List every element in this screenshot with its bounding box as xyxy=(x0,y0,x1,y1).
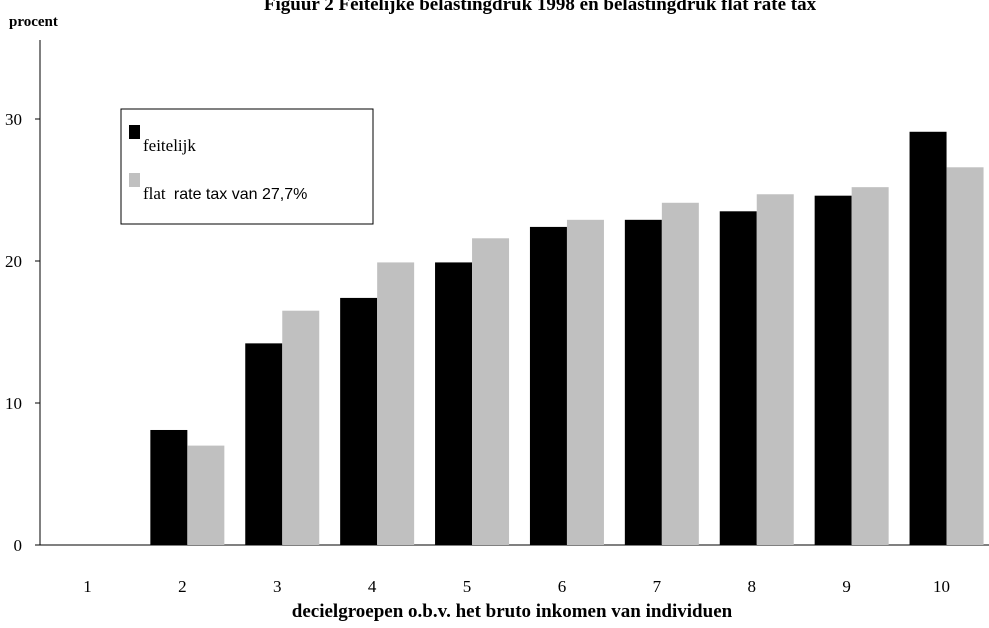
y-tick-label-0: 0 xyxy=(14,536,23,555)
x-tick-label-8: 8 xyxy=(748,577,757,596)
bar-flat-rate-tax-4 xyxy=(377,262,415,545)
x-tick-label-2: 2 xyxy=(178,577,187,596)
x-tick-label-5: 5 xyxy=(463,577,472,596)
legend-label-flat-rate-tax: flat rate tax van 27,7% xyxy=(143,184,307,203)
y-axis-label: procent xyxy=(9,14,58,30)
x-axis-ticks: 1 2 3 4 5 6 7 8 9 10 xyxy=(83,577,950,596)
legend-label-rate-tax: rate tax van 27,7% xyxy=(174,186,307,203)
x-tick-label-3: 3 xyxy=(273,577,282,596)
x-tick-label-10: 10 xyxy=(933,577,950,596)
bar-flat-rate-tax-7 xyxy=(661,202,699,545)
y-tick-label-20: 20 xyxy=(5,252,22,271)
bar-flat-rate-tax-9 xyxy=(851,187,889,545)
bar-feitelijk-10 xyxy=(909,131,947,545)
x-tick-label-7: 7 xyxy=(653,577,662,596)
x-tick-label-1: 1 xyxy=(83,577,92,596)
x-tick-label-4: 4 xyxy=(368,577,377,596)
legend: feitelijk flat rate tax van 27,7% xyxy=(120,108,374,225)
legend-swatch-feitelijk xyxy=(129,125,140,139)
bar-feitelijk-8 xyxy=(719,211,757,546)
bar-flat-rate-tax-3 xyxy=(282,310,320,545)
legend-box xyxy=(120,108,374,225)
bar-flat-rate-tax-2 xyxy=(187,445,225,545)
x-tick-label-6: 6 xyxy=(558,577,567,596)
bar-flat-rate-tax-5 xyxy=(472,238,510,545)
bar-feitelijk-6 xyxy=(529,226,567,546)
bar-feitelijk-5 xyxy=(435,262,473,545)
y-tick-label-10: 10 xyxy=(5,394,22,413)
bar-flat-rate-tax-6 xyxy=(566,219,604,545)
x-axis-label: decielgroepen o.b.v. het bruto inkomen v… xyxy=(292,601,733,622)
y-axis-ticks: 0 10 20 30 xyxy=(5,110,40,555)
bar-flat-rate-tax-8 xyxy=(756,194,794,545)
x-tick-label-9: 9 xyxy=(842,577,851,596)
legend-label-flat: flat xyxy=(143,184,166,203)
legend-swatch-flat-rate-tax xyxy=(129,173,140,187)
bar-feitelijk-9 xyxy=(814,195,852,545)
y-tick-label-30: 30 xyxy=(5,110,22,129)
legend-label-feitelijk: feitelijk xyxy=(143,136,196,155)
chart-title: Figuur 2 Feitelijke belastingdruk 1998 e… xyxy=(264,0,817,15)
bars xyxy=(150,131,984,546)
bar-feitelijk-3 xyxy=(245,343,283,545)
bar-flat-rate-tax-10 xyxy=(946,167,984,545)
bar-feitelijk-7 xyxy=(624,219,662,545)
bar-feitelijk-4 xyxy=(340,297,378,545)
bar-feitelijk-2 xyxy=(150,429,188,545)
